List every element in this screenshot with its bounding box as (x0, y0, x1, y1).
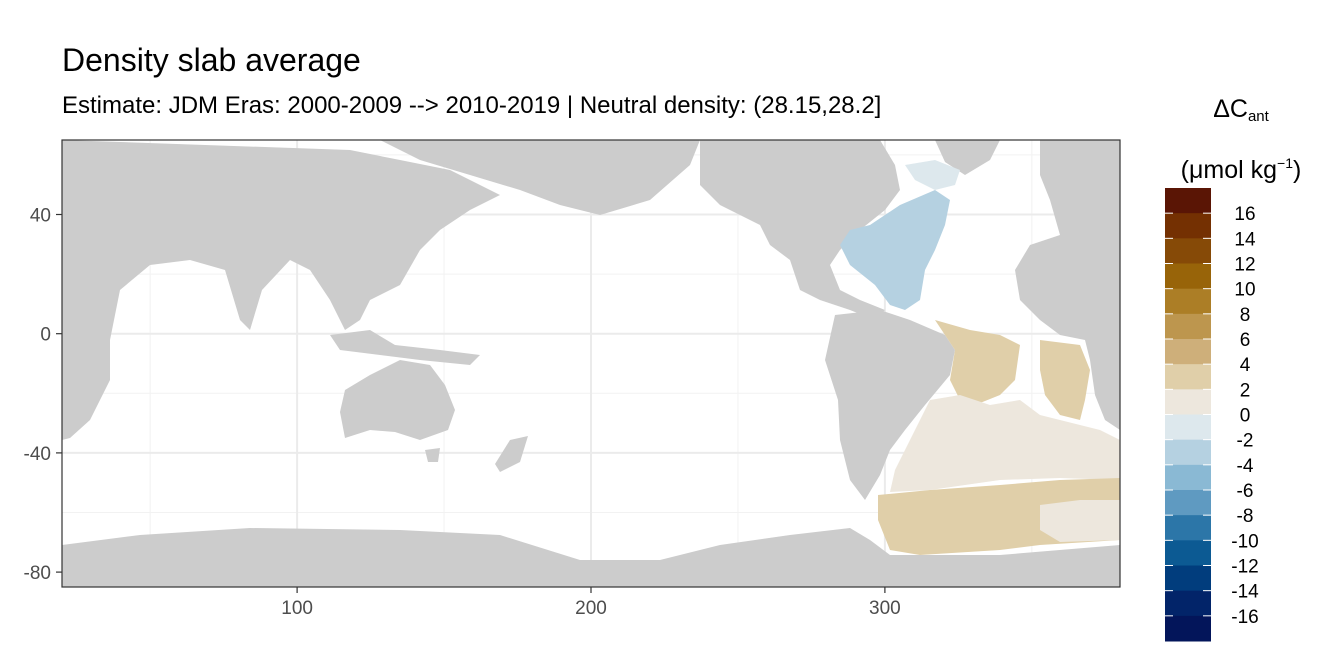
land-greenland (935, 140, 1000, 175)
colorbar-label: 4 (1240, 355, 1251, 376)
land-maritime-asia (330, 330, 480, 365)
colorbar-swatch (1165, 540, 1211, 566)
colorbar-swatch (1165, 389, 1211, 415)
land-new-zealand (495, 436, 528, 472)
colorbar-label: -16 (1231, 607, 1258, 628)
colorbar-swatch (1165, 339, 1211, 365)
x-tick-label: 200 (575, 598, 607, 619)
colorbar-label: -4 (1237, 456, 1254, 477)
region-south-atlantic-southern (890, 395, 1120, 492)
region-weddell-east (1040, 500, 1120, 542)
region-north-atlantic (840, 190, 950, 310)
colorbar-label: 16 (1234, 204, 1255, 225)
land-australia (340, 360, 455, 440)
colorbar-swatch (1165, 439, 1211, 466)
region-labrador-sea (905, 160, 960, 190)
chart-subtitle: Estimate: JDM Eras: 2000-2009 --> 2010-2… (62, 92, 882, 119)
land-north-america (700, 140, 900, 320)
colorbar-swatch (1165, 364, 1211, 390)
y-tick-label: -80 (24, 563, 51, 584)
ocean-values (840, 160, 1120, 555)
colorbar-title: ΔCant (μmol kg−1) (1160, 86, 1322, 193)
colorbar-label: 6 (1240, 330, 1251, 351)
colorbar-label: -8 (1237, 506, 1254, 527)
colorbar-swatch (1165, 188, 1211, 214)
colorbar-swatch (1165, 213, 1211, 239)
chart-title: Density slab average (62, 42, 361, 78)
colorbar-label: 14 (1234, 229, 1256, 250)
land-south-america (825, 310, 955, 500)
colorbar-label: -6 (1237, 481, 1254, 502)
colorbar-swatch (1165, 288, 1211, 315)
colorbar-swatch (1165, 238, 1211, 264)
colorbar: 16 14 12 10 8 6 4 2 0 -2 -4 -6 -8 -10 -12 -14 -16 (1165, 188, 1259, 642)
colorbar-label: 10 (1234, 280, 1255, 301)
colorbar-swatch (1165, 565, 1211, 592)
land-tasmania (425, 448, 440, 462)
colorbar-swatch (1165, 313, 1211, 340)
land-antarctica (62, 528, 1120, 587)
colorbar-swatch (1165, 263, 1211, 290)
land-mask (62, 140, 1120, 587)
colorbar-swatch (1165, 515, 1211, 541)
x-tick-label: 100 (281, 598, 313, 619)
colorbar-label: -12 (1231, 557, 1258, 578)
land-eurasia-africa (62, 140, 700, 440)
colorbar-label: -10 (1231, 531, 1258, 552)
colorbar-swatch (1165, 414, 1211, 441)
colorbar-swatch (1165, 464, 1211, 491)
colorbar-label: 8 (1240, 305, 1251, 326)
land-africa-east (1015, 140, 1120, 430)
colorbar-unit-prefix: (μmol kg (1180, 156, 1278, 184)
region-south-atlantic-east (1040, 340, 1090, 420)
colorbar-title-main: ΔC (1213, 95, 1248, 123)
colorbar-label: 12 (1234, 255, 1255, 276)
y-tick-label: 40 (30, 206, 51, 227)
colorbar-title-sub: ant (1247, 108, 1269, 125)
colorbar-label: -14 (1231, 582, 1259, 603)
colorbar-label: -2 (1237, 431, 1254, 452)
colorbar-unit-suffix: ) (1293, 156, 1302, 184)
colorbar-label: 0 (1240, 406, 1251, 427)
x-tick-label: 300 (869, 598, 901, 619)
region-south-atlantic-west (935, 320, 1020, 405)
y-tick-label: -40 (24, 444, 51, 465)
colorbar-label: 2 (1240, 380, 1251, 401)
colorbar-swatch (1165, 590, 1211, 617)
colorbar-unit-sup: −1 (1277, 155, 1293, 171)
colorbar-swatch (1165, 490, 1211, 516)
y-tick-label: 0 (40, 325, 51, 346)
colorbar-swatch (1165, 615, 1211, 642)
